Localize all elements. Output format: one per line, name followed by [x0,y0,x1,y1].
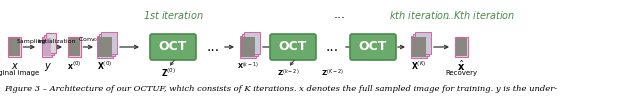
FancyBboxPatch shape [101,32,117,54]
Text: Recovery: Recovery [445,70,477,76]
FancyBboxPatch shape [270,34,316,60]
Text: $\mathbf{X}^{(K)}$: $\mathbf{X}^{(K)}$ [412,60,427,72]
Text: OCT: OCT [359,40,387,53]
Text: $k$th iteration: $k$th iteration [389,9,451,21]
Text: ...: ... [207,40,220,54]
Text: Figure 3 – Architecture of our OCTUF, which consists of K iterations. x denotes : Figure 3 – Architecture of our OCTUF, wh… [4,85,557,93]
FancyBboxPatch shape [411,36,427,58]
FancyBboxPatch shape [46,33,56,53]
FancyBboxPatch shape [43,38,51,56]
FancyBboxPatch shape [8,38,19,56]
FancyBboxPatch shape [456,38,467,56]
FancyBboxPatch shape [99,34,115,56]
FancyBboxPatch shape [454,37,467,57]
Text: x: x [11,61,17,71]
FancyBboxPatch shape [350,34,396,60]
FancyBboxPatch shape [412,37,426,57]
Text: Sampling: Sampling [16,39,45,44]
Text: OCT: OCT [279,40,307,53]
Text: ...: ... [334,9,346,21]
FancyBboxPatch shape [240,36,256,58]
FancyBboxPatch shape [242,34,258,56]
FancyBboxPatch shape [97,36,113,58]
Text: $\mathbf{Z}^{(0)}$: $\mathbf{Z}^{(0)}$ [161,67,175,79]
FancyBboxPatch shape [150,34,196,60]
FancyBboxPatch shape [98,37,112,57]
Text: Initialization: Initialization [38,39,76,44]
Text: y: y [44,61,50,71]
FancyBboxPatch shape [8,38,19,56]
Text: $\hat{\mathbf{x}}$: $\hat{\mathbf{x}}$ [457,59,465,73]
FancyBboxPatch shape [413,34,429,56]
FancyBboxPatch shape [241,37,255,57]
Text: $\mathbf{X}^{(k-1)}$: $\mathbf{X}^{(k-1)}$ [237,60,259,72]
FancyBboxPatch shape [44,35,54,55]
FancyBboxPatch shape [43,38,51,56]
FancyBboxPatch shape [415,32,431,54]
Text: $\mathbf{X}^{(0)}$: $\mathbf{X}^{(0)}$ [97,60,113,72]
FancyBboxPatch shape [8,37,20,57]
FancyBboxPatch shape [456,38,467,56]
Text: Conv$_0$: Conv$_0$ [78,35,99,44]
FancyBboxPatch shape [42,37,52,57]
Text: 1$st$ iteration: 1$st$ iteration [143,9,204,21]
FancyBboxPatch shape [68,38,79,56]
FancyBboxPatch shape [244,32,260,54]
FancyBboxPatch shape [68,38,79,56]
Text: Original image: Original image [0,70,40,76]
FancyBboxPatch shape [67,37,81,57]
Text: $\mathbf{Z}^{(K-2)}$: $\mathbf{Z}^{(K-2)}$ [321,67,344,79]
Text: $\mathbf{x}^{(0)}$: $\mathbf{x}^{(0)}$ [67,60,81,72]
Text: OCT: OCT [159,40,187,53]
Text: $\mathbf{Z}^{(k-2)}$: $\mathbf{Z}^{(k-2)}$ [276,67,300,79]
Text: ...$K$th iteration: ...$K$th iteration [444,9,516,21]
Text: ...: ... [325,40,339,54]
